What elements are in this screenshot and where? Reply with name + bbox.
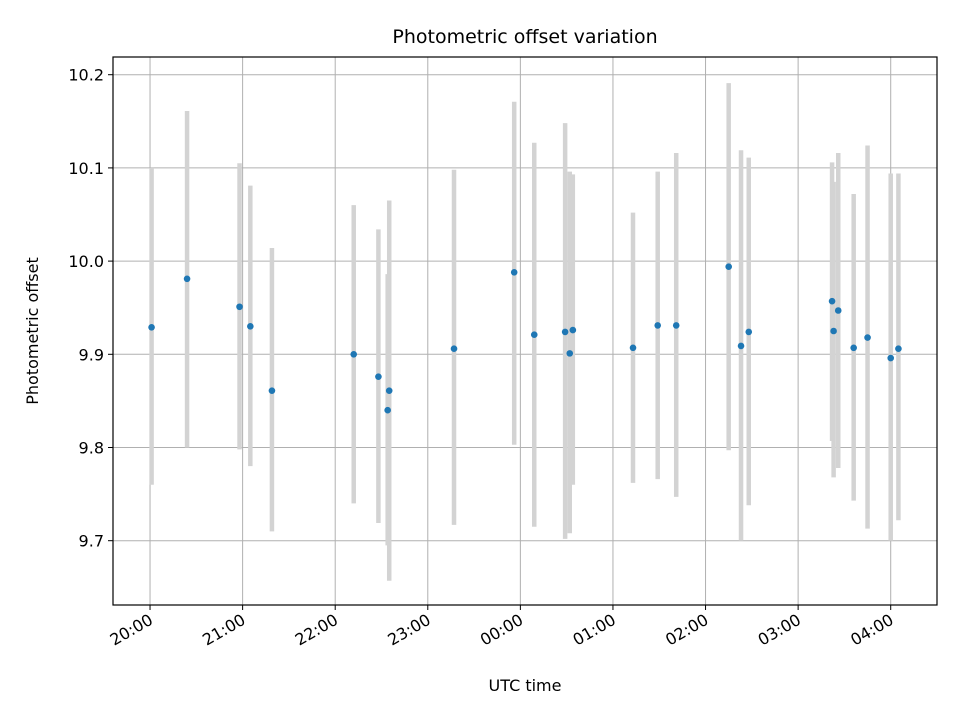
data-point bbox=[247, 323, 254, 330]
data-point bbox=[566, 350, 574, 357]
data-point bbox=[629, 344, 637, 352]
data-point bbox=[148, 323, 155, 331]
data-point bbox=[375, 373, 382, 380]
x-axis-label: UTC time bbox=[489, 676, 562, 695]
y-axis-label: Photometric offset bbox=[23, 257, 42, 405]
data-point bbox=[385, 387, 393, 394]
y-tick-label: 10.1 bbox=[68, 159, 104, 178]
grid bbox=[113, 57, 937, 605]
y-tick-label: 9.9 bbox=[79, 345, 104, 364]
data-points bbox=[148, 263, 902, 414]
data-point bbox=[830, 327, 837, 335]
data-point bbox=[569, 326, 577, 334]
data-point bbox=[384, 406, 391, 414]
chart-title: Photometric offset variation bbox=[392, 26, 657, 48]
data-point bbox=[737, 342, 745, 350]
data-point bbox=[510, 268, 518, 276]
data-point bbox=[672, 322, 680, 329]
y-axis-ticks: 9.7 9.8 9.9 10.0 10.1 10.2 bbox=[68, 66, 113, 551]
data-point bbox=[725, 263, 732, 270]
data-point bbox=[887, 354, 895, 362]
data-point bbox=[895, 345, 902, 353]
y-tick-label: 9.8 bbox=[79, 438, 104, 457]
data-point bbox=[654, 322, 662, 329]
plot-frame bbox=[112, 56, 938, 606]
y-tick-label: 9.7 bbox=[79, 532, 104, 551]
data-point bbox=[828, 297, 836, 305]
data-point bbox=[236, 303, 243, 311]
data-point bbox=[183, 275, 191, 283]
data-point bbox=[350, 350, 358, 358]
data-point bbox=[745, 328, 753, 336]
data-point bbox=[450, 345, 458, 353]
data-point bbox=[834, 307, 842, 314]
y-tick-label: 10.2 bbox=[68, 66, 104, 85]
data-point bbox=[850, 344, 857, 352]
data-point bbox=[864, 334, 871, 341]
data-point bbox=[268, 387, 276, 394]
data-point bbox=[530, 331, 538, 339]
y-tick-label: 10.0 bbox=[68, 252, 104, 271]
data-point bbox=[561, 328, 569, 336]
